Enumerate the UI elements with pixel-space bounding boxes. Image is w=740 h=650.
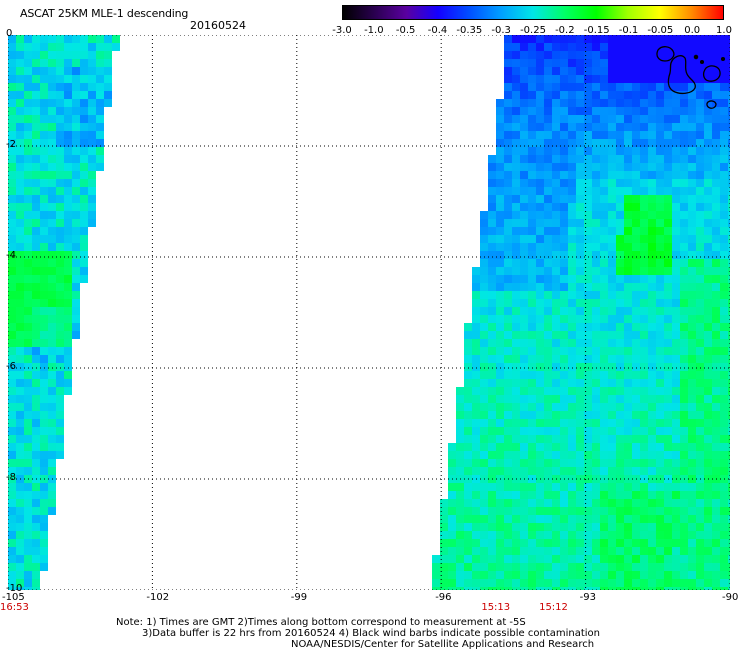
color-scale-tick: -0.25 bbox=[520, 25, 546, 36]
island-fernandina bbox=[656, 46, 675, 62]
color-scale-tick: -0.35 bbox=[456, 25, 483, 36]
pass-time-label: 15:12 bbox=[539, 602, 568, 613]
latitude-tick-label: 0 bbox=[6, 28, 13, 39]
note-line-1: Note: 1) Times are GMT 2)Times along bot… bbox=[116, 617, 526, 628]
galapagos-islands-outline bbox=[656, 46, 726, 109]
island-dot bbox=[699, 59, 705, 65]
color-scale-tick: -0.5 bbox=[395, 25, 416, 36]
note-line-2: 3)Data buffer is 22 hrs from 20160524 4)… bbox=[142, 628, 600, 639]
longitude-tick-label: -90 bbox=[722, 592, 739, 603]
island-isabela bbox=[667, 55, 696, 95]
longitude-tick-label: -93 bbox=[579, 592, 596, 603]
color-scale-tick: -0.05 bbox=[647, 25, 674, 36]
map-plot bbox=[8, 35, 730, 590]
island-santa-cruz bbox=[702, 65, 721, 82]
latitude-tick-label: -2 bbox=[6, 139, 16, 150]
product-date: 20160524 bbox=[190, 19, 246, 32]
pass-time-label: 16:53 bbox=[0, 602, 29, 613]
color-scale-tick: -0.3 bbox=[491, 25, 511, 36]
map-gridlines bbox=[8, 35, 730, 590]
longitude-tick-label: -99 bbox=[290, 592, 308, 603]
note-line-3: NOAA/NESDIS/Center for Satellite Applica… bbox=[291, 639, 595, 650]
island-floreana bbox=[706, 100, 717, 109]
longitude-tick-label: -102 bbox=[146, 592, 170, 603]
product-title: ASCAT 25KM MLE-1 descending bbox=[20, 7, 189, 20]
wind-swath-cells bbox=[8, 35, 730, 590]
latitude-tick-label: -8 bbox=[6, 472, 16, 483]
latitude-tick-label: -6 bbox=[6, 361, 16, 372]
color-scale-bar bbox=[342, 5, 724, 20]
island-dot bbox=[720, 56, 726, 62]
color-scale-tick: -3.0 bbox=[332, 25, 352, 36]
color-scale-tick: -0.2 bbox=[555, 25, 575, 36]
longitude-tick-label: -96 bbox=[435, 592, 452, 603]
color-scale-tick: -1.0 bbox=[364, 25, 384, 36]
latitude-tick-label: -10 bbox=[6, 583, 23, 594]
color-scale-tick: -0.1 bbox=[618, 25, 639, 36]
color-scale-tick: 1.0 bbox=[716, 25, 732, 36]
pass-time-label: 15:13 bbox=[481, 602, 511, 613]
color-scale-tick: -0.4 bbox=[427, 25, 448, 36]
color-scale-tick: -0.15 bbox=[583, 25, 610, 36]
color-scale-tick: 0.0 bbox=[684, 25, 701, 36]
longitude-tick-label: -105 bbox=[2, 592, 25, 603]
latitude-tick-label: -4 bbox=[6, 250, 16, 261]
island-dot bbox=[693, 54, 699, 60]
